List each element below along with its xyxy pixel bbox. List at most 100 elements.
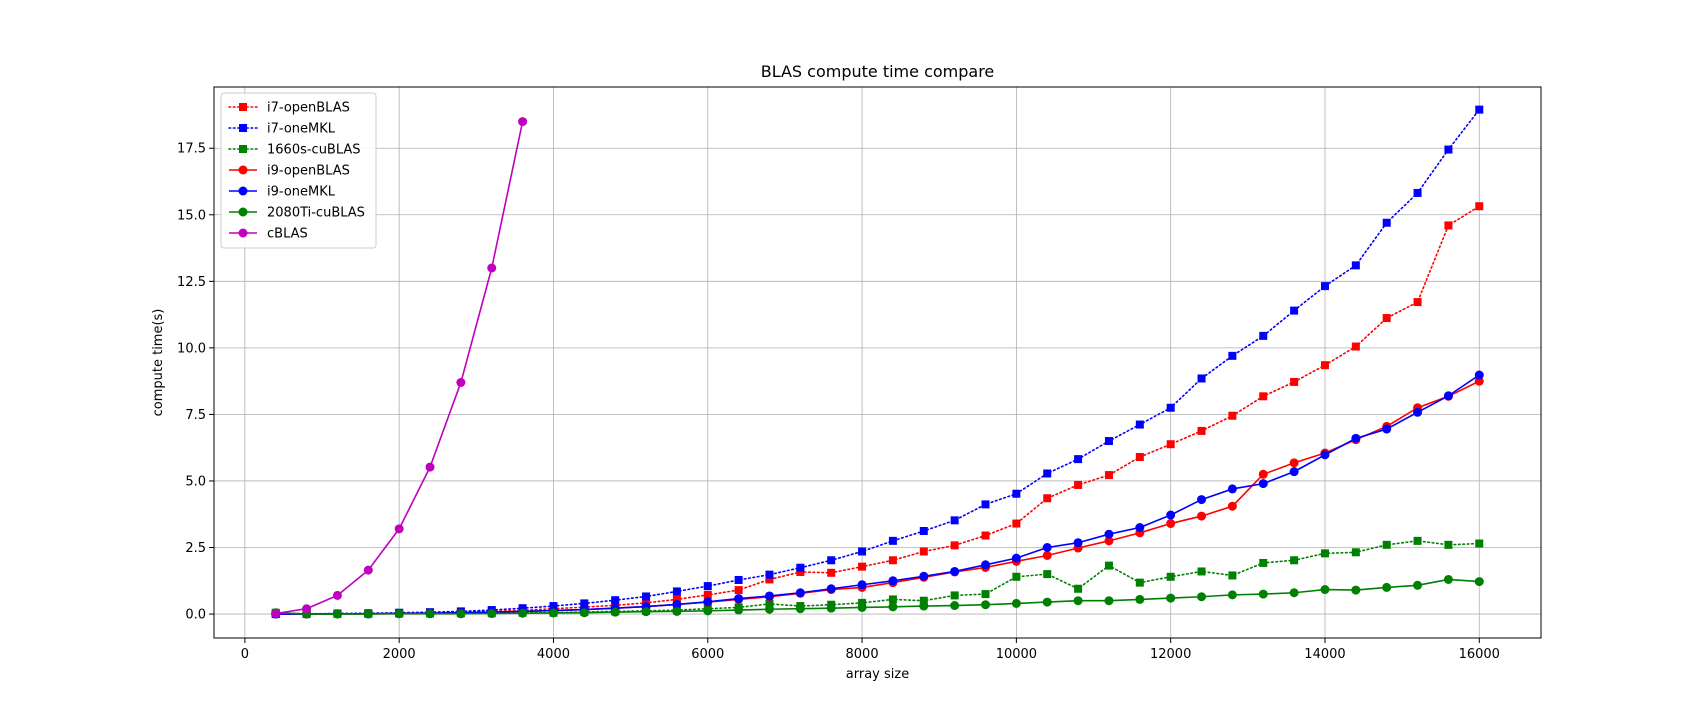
data-point: [456, 377, 466, 387]
data-point: [1228, 411, 1237, 420]
data-point: [1197, 567, 1206, 576]
data-point: [518, 608, 528, 618]
data-point: [1135, 523, 1145, 533]
data-point: [1258, 479, 1268, 489]
legend-marker: [238, 228, 248, 238]
data-point: [981, 500, 990, 509]
data-point: [1135, 594, 1145, 604]
data-point: [888, 556, 897, 565]
data-point: [456, 609, 466, 619]
legend-item-i7-openblas: i7-openBLAS: [228, 101, 350, 116]
data-point: [363, 609, 373, 619]
data-point: [1320, 282, 1329, 291]
legend-marker: [238, 186, 248, 196]
legend-item-i7-onemkl: i7-oneMKL: [228, 122, 336, 137]
data-point: [1320, 585, 1330, 595]
series-i7-onemkl: [271, 105, 1484, 619]
data-point: [642, 592, 651, 601]
data-point: [764, 591, 774, 601]
legend-label: 1660s-cuBLAS: [267, 143, 361, 158]
data-point: [950, 541, 959, 550]
data-point: [1444, 221, 1453, 230]
legend-item-cblas: cBLAS: [229, 227, 308, 242]
x-tick-label: 14000: [1304, 647, 1345, 662]
data-point: [858, 547, 867, 556]
x-tick-label: 10000: [996, 647, 1037, 662]
legend-marker: [239, 103, 247, 111]
data-point: [1413, 580, 1423, 590]
legend-label: i7-openBLAS: [267, 101, 350, 116]
data-point: [1444, 540, 1453, 549]
data-point: [857, 580, 867, 590]
chart-title: BLAS compute time compare: [761, 62, 995, 81]
data-point: [1043, 469, 1052, 478]
data-point: [1227, 484, 1237, 494]
data-point: [826, 584, 836, 594]
data-point: [394, 609, 404, 619]
data-point: [579, 608, 589, 618]
legend-marker: [239, 124, 247, 132]
series-line-i9-onemkl: [275, 374, 1480, 615]
legend-box: [220, 92, 377, 249]
data-point: [580, 599, 589, 608]
data-point: [1073, 538, 1083, 548]
y-tick-label: 5.0: [185, 474, 206, 489]
data-point: [1011, 598, 1021, 608]
data-point: [672, 606, 682, 616]
data-point: [1382, 314, 1391, 323]
data-point: [1012, 572, 1021, 581]
data-point: [1474, 370, 1484, 380]
legend-label: cBLAS: [267, 227, 308, 242]
data-point: [302, 604, 312, 614]
data-point: [1382, 582, 1392, 592]
data-point: [1443, 391, 1453, 401]
data-point: [1043, 570, 1052, 579]
data-point: [765, 575, 774, 584]
legend: i7-openBLAS i7-oneMKL 1660s-cuBLAS i9-openB…: [220, 92, 377, 249]
legend-marker: [238, 207, 248, 217]
data-point: [981, 531, 990, 540]
data-point: [888, 576, 898, 586]
data-point: [919, 601, 929, 611]
data-point: [1290, 377, 1299, 386]
data-point: [1073, 596, 1083, 606]
data-point: [764, 604, 774, 614]
data-point: [1197, 426, 1206, 435]
data-point: [1259, 392, 1268, 401]
data-point: [1042, 550, 1052, 560]
data-point: [703, 597, 713, 607]
data-point: [981, 600, 991, 610]
data-point: [950, 566, 960, 576]
legend-item-1660s-cublas: 1660s-cuBLAS: [228, 143, 361, 158]
data-point: [703, 590, 712, 599]
x-tick-label: 16000: [1459, 647, 1500, 662]
x-tick-label: 8000: [846, 647, 879, 662]
y-tick-label: 15.0: [177, 208, 206, 223]
data-point: [1290, 556, 1299, 565]
series-line-i7-onemkl: [274, 108, 1481, 615]
data-point: [1258, 589, 1268, 599]
data-point: [919, 571, 929, 581]
data-point: [672, 595, 681, 604]
series-line-i7-openblas: [274, 205, 1481, 615]
data-point: [1259, 558, 1268, 567]
data-point: [1197, 374, 1206, 383]
y-tick-label: 0.0: [185, 608, 206, 623]
data-point: [1475, 202, 1484, 211]
data-point: [425, 462, 435, 472]
data-point: [1135, 452, 1144, 461]
ticks: 0 2000 4000 6000 8000 10000 12000 14000 16000 0.0…: [177, 142, 1500, 662]
data-point: [1320, 450, 1330, 460]
data-point: [1351, 342, 1360, 351]
legend-marker: [238, 165, 248, 175]
data-point: [611, 596, 620, 605]
data-point: [1382, 540, 1391, 549]
data-point: [858, 598, 867, 607]
x-tick-label: 4000: [537, 647, 570, 662]
data-point: [1351, 261, 1360, 270]
data-point: [1104, 471, 1113, 480]
data-point: [1382, 424, 1392, 434]
data-point: [1104, 561, 1113, 570]
data-point: [1166, 519, 1176, 529]
